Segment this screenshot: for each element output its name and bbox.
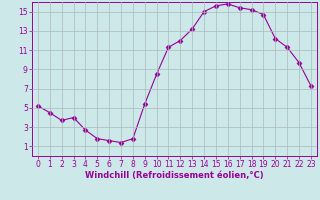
X-axis label: Windchill (Refroidissement éolien,°C): Windchill (Refroidissement éolien,°C)	[85, 171, 264, 180]
